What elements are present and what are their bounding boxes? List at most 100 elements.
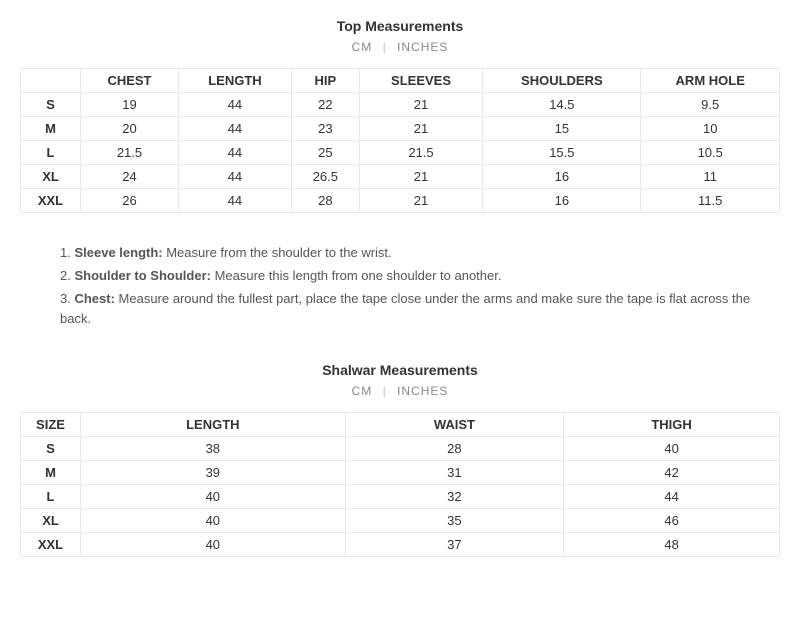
table-cell: 44 [178,117,291,141]
table-header [21,69,81,93]
table-cell: 44 [178,165,291,189]
note-number: 3. [60,291,71,306]
size-cell: XXL [21,533,81,557]
table-cell: 39 [81,461,346,485]
table-cell: 40 [81,533,346,557]
shalwar-unit-toggle: CM | INCHES [20,384,780,398]
table-cell: 20 [81,117,179,141]
table-cell: 28 [345,437,564,461]
table-row: S 38 28 40 [21,437,780,461]
table-cell: 48 [564,533,780,557]
unit-separator-icon: | [383,40,387,54]
table-cell: 15.5 [483,141,641,165]
table-cell: 40 [564,437,780,461]
table-cell: 44 [178,141,291,165]
size-cell: S [21,437,81,461]
table-cell: 42 [564,461,780,485]
table-cell: 14.5 [483,93,641,117]
table-header-row: CHEST LENGTH HIP SLEEVES SHOULDERS ARM H… [21,69,780,93]
size-cell: XL [21,165,81,189]
table-cell: 31 [345,461,564,485]
unit-cm-shalwar[interactable]: CM [352,384,373,398]
table-row: L 40 32 44 [21,485,780,509]
table-header: ARM HOLE [641,69,780,93]
table-cell: 21 [359,93,482,117]
table-row: S 19 44 22 21 14.5 9.5 [21,93,780,117]
table-cell: 37 [345,533,564,557]
size-cell: M [21,461,81,485]
table-header: LENGTH [178,69,291,93]
table-row: XXL 26 44 28 21 16 11.5 [21,189,780,213]
table-cell: 46 [564,509,780,533]
table-cell: 21.5 [359,141,482,165]
top-measurements-title: Top Measurements [20,18,780,34]
table-row: M 20 44 23 21 15 10 [21,117,780,141]
table-cell: 22 [291,93,359,117]
table-cell: 24 [81,165,179,189]
table-cell: 11.5 [641,189,780,213]
shalwar-measurements-table: SIZE LENGTH WAIST THIGH S 38 28 40 M 39 … [20,412,780,557]
table-cell: 21 [359,189,482,213]
table-cell: 44 [178,189,291,213]
table-header-row: SIZE LENGTH WAIST THIGH [21,413,780,437]
table-cell: 16 [483,165,641,189]
table-cell: 38 [81,437,346,461]
size-cell: L [21,485,81,509]
table-cell: 40 [81,509,346,533]
table-cell: 15 [483,117,641,141]
table-header: SHOULDERS [483,69,641,93]
note-number: 1. [60,245,71,260]
table-cell: 21 [359,165,482,189]
table-cell: 10.5 [641,141,780,165]
table-row: M 39 31 42 [21,461,780,485]
size-cell: L [21,141,81,165]
table-cell: 32 [345,485,564,509]
shalwar-section: Shalwar Measurements CM | INCHES SIZE LE… [20,362,780,557]
table-row: XL 40 35 46 [21,509,780,533]
note-label: Chest: [74,291,114,306]
unit-inches-top[interactable]: INCHES [397,40,448,54]
note-text: Measure around the fullest part, place t… [60,291,750,327]
table-cell: 26 [81,189,179,213]
table-header: CHEST [81,69,179,93]
table-header: LENGTH [81,413,346,437]
unit-inches-shalwar[interactable]: INCHES [397,384,448,398]
table-cell: 26.5 [291,165,359,189]
table-row: XXL 40 37 48 [21,533,780,557]
table-cell: 16 [483,189,641,213]
table-header: SIZE [21,413,81,437]
note-item: 2. Shoulder to Shoulder: Measure this le… [60,266,760,287]
table-cell: 44 [564,485,780,509]
table-header: SLEEVES [359,69,482,93]
table-header: WAIST [345,413,564,437]
top-unit-toggle: CM | INCHES [20,40,780,54]
table-cell: 40 [81,485,346,509]
note-item: 3. Chest: Measure around the fullest par… [60,289,760,331]
table-header: THIGH [564,413,780,437]
table-cell: 11 [641,165,780,189]
size-cell: S [21,93,81,117]
note-label: Shoulder to Shoulder: [74,268,211,283]
measurement-notes: 1. Sleeve length: Measure from the shoul… [20,233,780,352]
table-cell: 21 [359,117,482,141]
table-cell: 9.5 [641,93,780,117]
size-cell: M [21,117,81,141]
note-text: Measure this length from one shoulder to… [211,268,502,283]
shalwar-measurements-title: Shalwar Measurements [20,362,780,378]
table-header: HIP [291,69,359,93]
table-cell: 19 [81,93,179,117]
size-cell: XXL [21,189,81,213]
note-item: 1. Sleeve length: Measure from the shoul… [60,243,760,264]
unit-separator-icon: | [383,384,387,398]
table-cell: 44 [178,93,291,117]
table-cell: 25 [291,141,359,165]
note-label: Sleeve length: [74,245,162,260]
note-number: 2. [60,268,71,283]
table-row: L 21.5 44 25 21.5 15.5 10.5 [21,141,780,165]
top-measurements-table: CHEST LENGTH HIP SLEEVES SHOULDERS ARM H… [20,68,780,213]
table-cell: 28 [291,189,359,213]
table-cell: 23 [291,117,359,141]
note-text: Measure from the shoulder to the wrist. [163,245,392,260]
size-cell: XL [21,509,81,533]
unit-cm-top[interactable]: CM [352,40,373,54]
